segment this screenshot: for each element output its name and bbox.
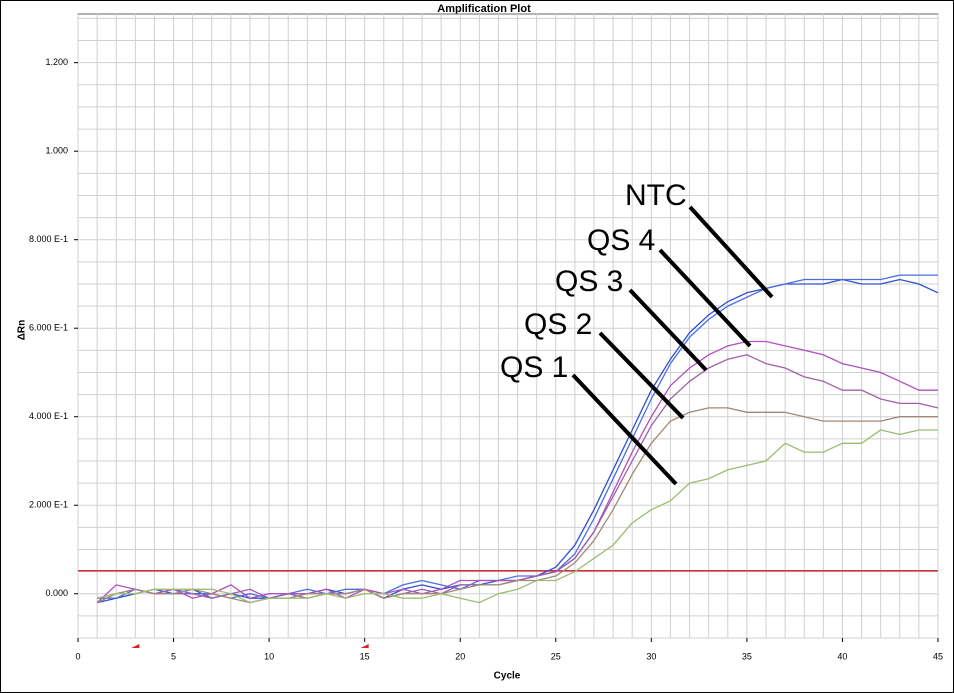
y-tick-label: 2.000 E-1 [29,500,68,510]
x-tick-label: 20 [455,651,465,661]
series-line [96,407,938,604]
x-tick-label: 5 [171,651,176,661]
annotation: NTC [625,179,687,212]
baseline-marker [360,644,369,648]
annotation-pointer [571,373,678,486]
annotation-pointer [628,288,708,372]
x-tick-label: 35 [742,651,752,661]
plot-area [77,13,939,639]
x-tick-label: 0 [75,651,80,661]
annotation-pointer [598,331,685,420]
annotation: QS 4 [587,224,655,257]
y-axis-label: ΔRn [17,320,28,341]
x-axis-label: Cycle [494,671,521,682]
series-line [96,429,938,604]
annotation-pointer [688,205,774,299]
y-tick-label: 4.000 E-1 [29,411,68,421]
x-tick-label: 45 [933,651,943,661]
annotation: QS 1 [500,351,568,384]
y-tick-label: 6.000 E-1 [29,323,68,333]
y-tick-label: 8.000 E-1 [29,234,68,244]
y-tick-label: 0.000 [45,588,68,598]
x-tick-label: 40 [837,651,847,661]
y-tick-label: 1.000 [45,146,68,156]
annotation: QS 2 [524,308,592,341]
x-tick-label: 30 [646,651,656,661]
annotation-pointer [658,248,752,348]
x-tick-label: 25 [551,651,561,661]
baseline-marker [131,644,140,648]
x-tick-label: 10 [264,651,274,661]
chart-title: Amplification Plot [437,3,531,15]
annotation: QS 3 [555,265,623,298]
x-tick-label: 15 [360,651,370,661]
y-tick-label: 1.200 [45,57,68,67]
